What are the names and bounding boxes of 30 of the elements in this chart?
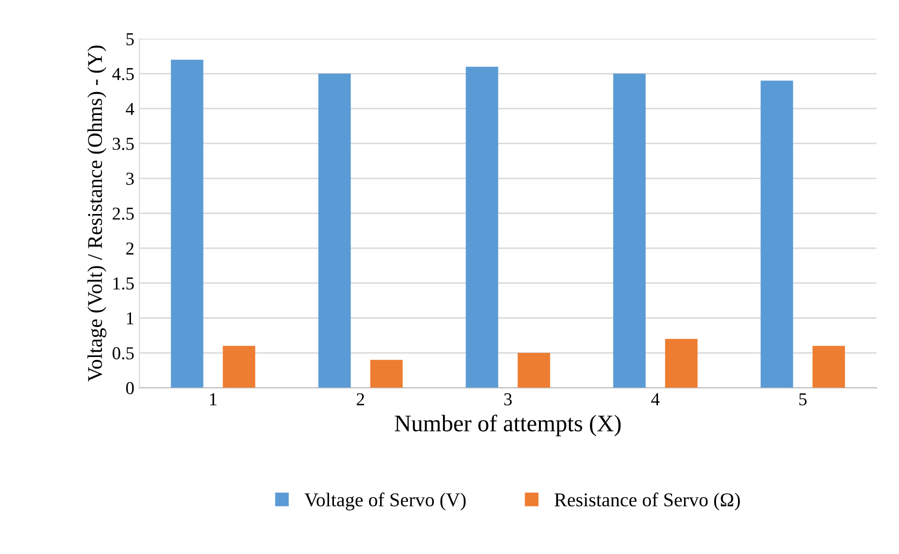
bar: [613, 74, 646, 388]
x-tick-label: 3: [504, 393, 512, 406]
legend-label: Resistance of Servo (Ω): [554, 492, 740, 510]
legend-label: Voltage of Servo (V): [304, 492, 466, 510]
y-tick-label: 2.5: [112, 208, 134, 220]
y-tick-label: 4.5: [112, 68, 134, 80]
bar: [665, 338, 698, 388]
x-axis-title: Number of attempts (X): [394, 414, 621, 436]
y-tick-label: 3: [126, 172, 134, 185]
bar: [370, 360, 403, 388]
bar: [222, 346, 256, 388]
y-tick-label: 0: [126, 382, 134, 394]
bar: [466, 66, 498, 388]
x-tick-label: 4: [651, 393, 660, 406]
y-tick-label: 3.5: [112, 138, 134, 150]
bar: [812, 346, 845, 388]
y-tick-label: 1.5: [114, 277, 134, 290]
y-tick-label: 4: [126, 102, 134, 115]
y-tick-label: 1: [127, 312, 134, 324]
bar: [518, 352, 550, 388]
y-axis-title: Voltage (Volt) / Resistance (Ohms) - (Y): [87, 46, 106, 382]
bar: [760, 80, 794, 388]
x-tick-label: 1: [210, 393, 216, 406]
y-tick-label: 0.5: [112, 347, 134, 360]
y-tick-label: 2: [126, 242, 134, 254]
bar: [318, 74, 351, 388]
bar: [170, 60, 204, 388]
x-tick-label: 2: [356, 393, 364, 406]
y-tick-label: 5: [126, 33, 134, 46]
x-tick-label: 5: [799, 393, 807, 406]
